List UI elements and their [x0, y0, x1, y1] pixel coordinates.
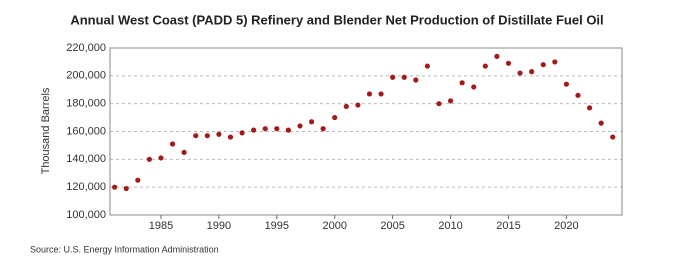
y-tick-label: 100,000 [66, 209, 106, 221]
x-tick-label: 2005 [380, 220, 404, 232]
x-tick-label: 2020 [554, 220, 578, 232]
y-tick-label: 200,000 [66, 70, 106, 82]
y-tick-label: 180,000 [66, 98, 106, 110]
x-tick-label: 2015 [496, 220, 520, 232]
data-point [181, 149, 187, 155]
source: Source: U.S. Energy Information Administ… [30, 244, 219, 254]
y-tick-label: 120,000 [66, 181, 106, 193]
data-point [401, 74, 407, 80]
data-point [227, 134, 234, 140]
data-point [459, 80, 465, 86]
y-axis-label: Thousand Barrels [40, 87, 52, 174]
data-point [297, 123, 303, 129]
data-point [204, 133, 210, 139]
data-point [239, 130, 245, 136]
x-tick-label: 2010 [438, 220, 462, 232]
data-point [274, 126, 280, 132]
data-point [390, 74, 396, 80]
data-point [424, 63, 430, 69]
data-point [366, 91, 373, 97]
y-tick-label: 160,000 [66, 125, 106, 137]
data-point [285, 127, 291, 133]
data-point [112, 184, 118, 190]
data-point [494, 53, 500, 59]
data-point [563, 81, 569, 87]
y-tick-label: 220,000 [66, 42, 106, 54]
y-tick-label: 140,000 [66, 153, 106, 165]
data-point [169, 141, 176, 147]
data-point [158, 155, 164, 161]
data-point [575, 92, 581, 98]
data-point [320, 126, 326, 132]
data-point [355, 102, 361, 108]
data-point [552, 59, 558, 65]
data-point [193, 133, 199, 139]
data-point [332, 114, 338, 121]
data-point [598, 120, 604, 126]
plot-frame [109, 47, 623, 216]
data-point [540, 62, 546, 68]
data-point [529, 69, 535, 75]
data-point [413, 77, 419, 83]
data-point [135, 177, 141, 183]
chart-title: Annual West Coast (PADD 5) Refinery and … [70, 12, 603, 27]
data-point [505, 60, 512, 66]
data-point [308, 119, 315, 125]
data-point [482, 63, 488, 69]
data-point [146, 156, 152, 162]
x-tick-label: 2000 [322, 220, 346, 232]
data-point [262, 126, 268, 132]
data-point [471, 84, 477, 90]
data-point [378, 91, 384, 97]
data-point [343, 103, 349, 110]
data-point [123, 185, 129, 192]
data-point [517, 70, 523, 76]
data-point [251, 127, 257, 133]
data-point [447, 98, 454, 104]
data-point [610, 134, 616, 140]
data-point [216, 131, 222, 137]
x-tick-label: 1995 [265, 220, 289, 232]
x-tick-label: 1990 [207, 220, 231, 232]
data-point [436, 101, 442, 107]
data-point [586, 105, 593, 111]
x-tick-label: 1985 [149, 220, 173, 232]
